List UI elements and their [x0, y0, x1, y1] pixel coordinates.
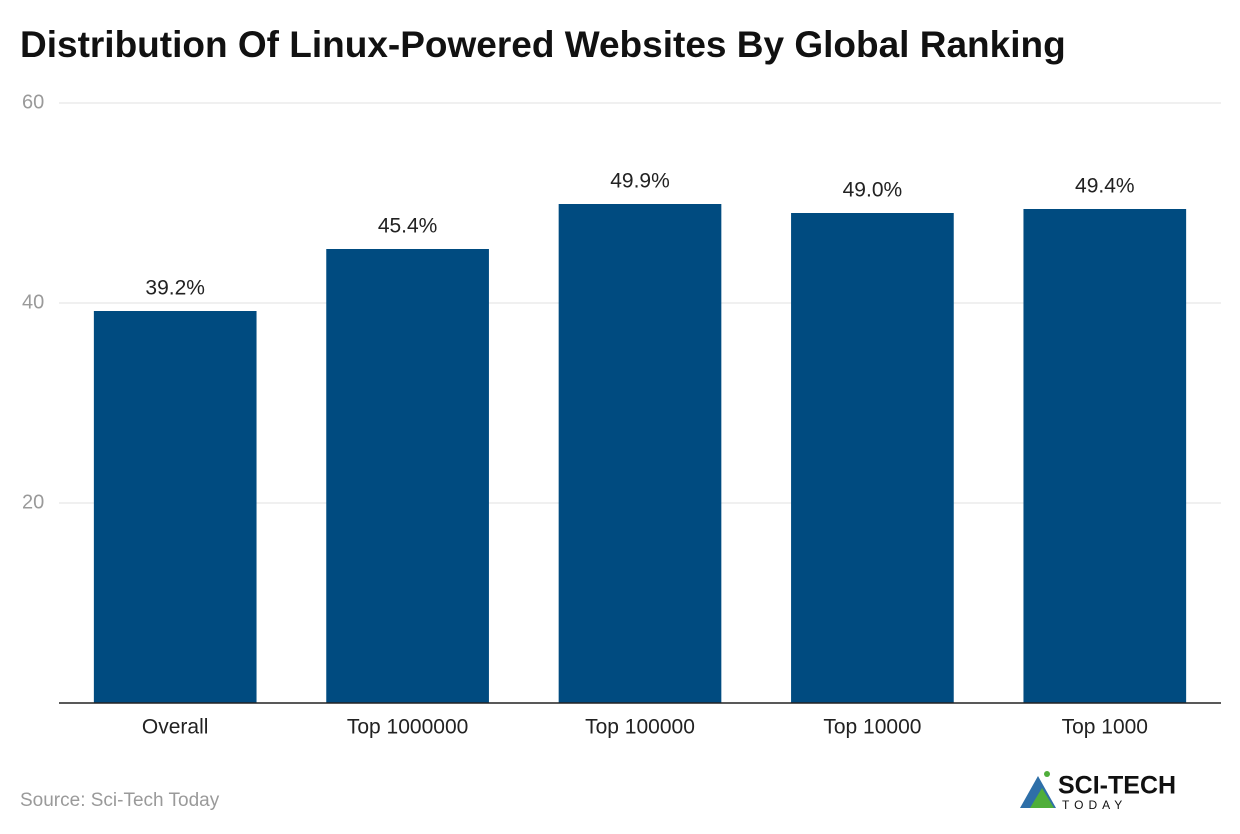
bar: [93, 311, 257, 703]
x-tick-label: Top 100000: [585, 716, 695, 739]
logo-icon: [1044, 771, 1050, 777]
x-tick-label: Top 1000000: [347, 716, 468, 739]
y-tick-label: 60: [22, 91, 44, 113]
x-tick-label: Top 10000: [823, 716, 921, 739]
bar: [791, 213, 954, 703]
data-label: 39.2%: [145, 277, 205, 300]
y-tick-label: 40: [22, 291, 44, 313]
chart-title: Distribution Of Linux-Powered Websites B…: [20, 24, 1066, 65]
logo-name: SCI-TECH: [1058, 772, 1176, 800]
y-tick-label: 20: [22, 491, 44, 513]
data-label: 45.4%: [378, 215, 438, 238]
x-tick-label: Top 1000: [1062, 716, 1148, 739]
data-label: 49.9%: [610, 170, 670, 193]
bar: [326, 249, 489, 703]
data-label: 49.4%: [1075, 175, 1135, 198]
bar: [558, 204, 722, 703]
logo-icon: [1030, 788, 1054, 808]
logo: SCI-TECH TODAY: [1020, 771, 1176, 812]
source: Source: Sci-Tech Today: [20, 790, 220, 811]
bar: [1023, 209, 1187, 703]
x-tick-label: Overall: [142, 716, 209, 739]
logo-tagline: TODAY: [1062, 798, 1127, 812]
data-label: 49.0%: [843, 179, 903, 202]
